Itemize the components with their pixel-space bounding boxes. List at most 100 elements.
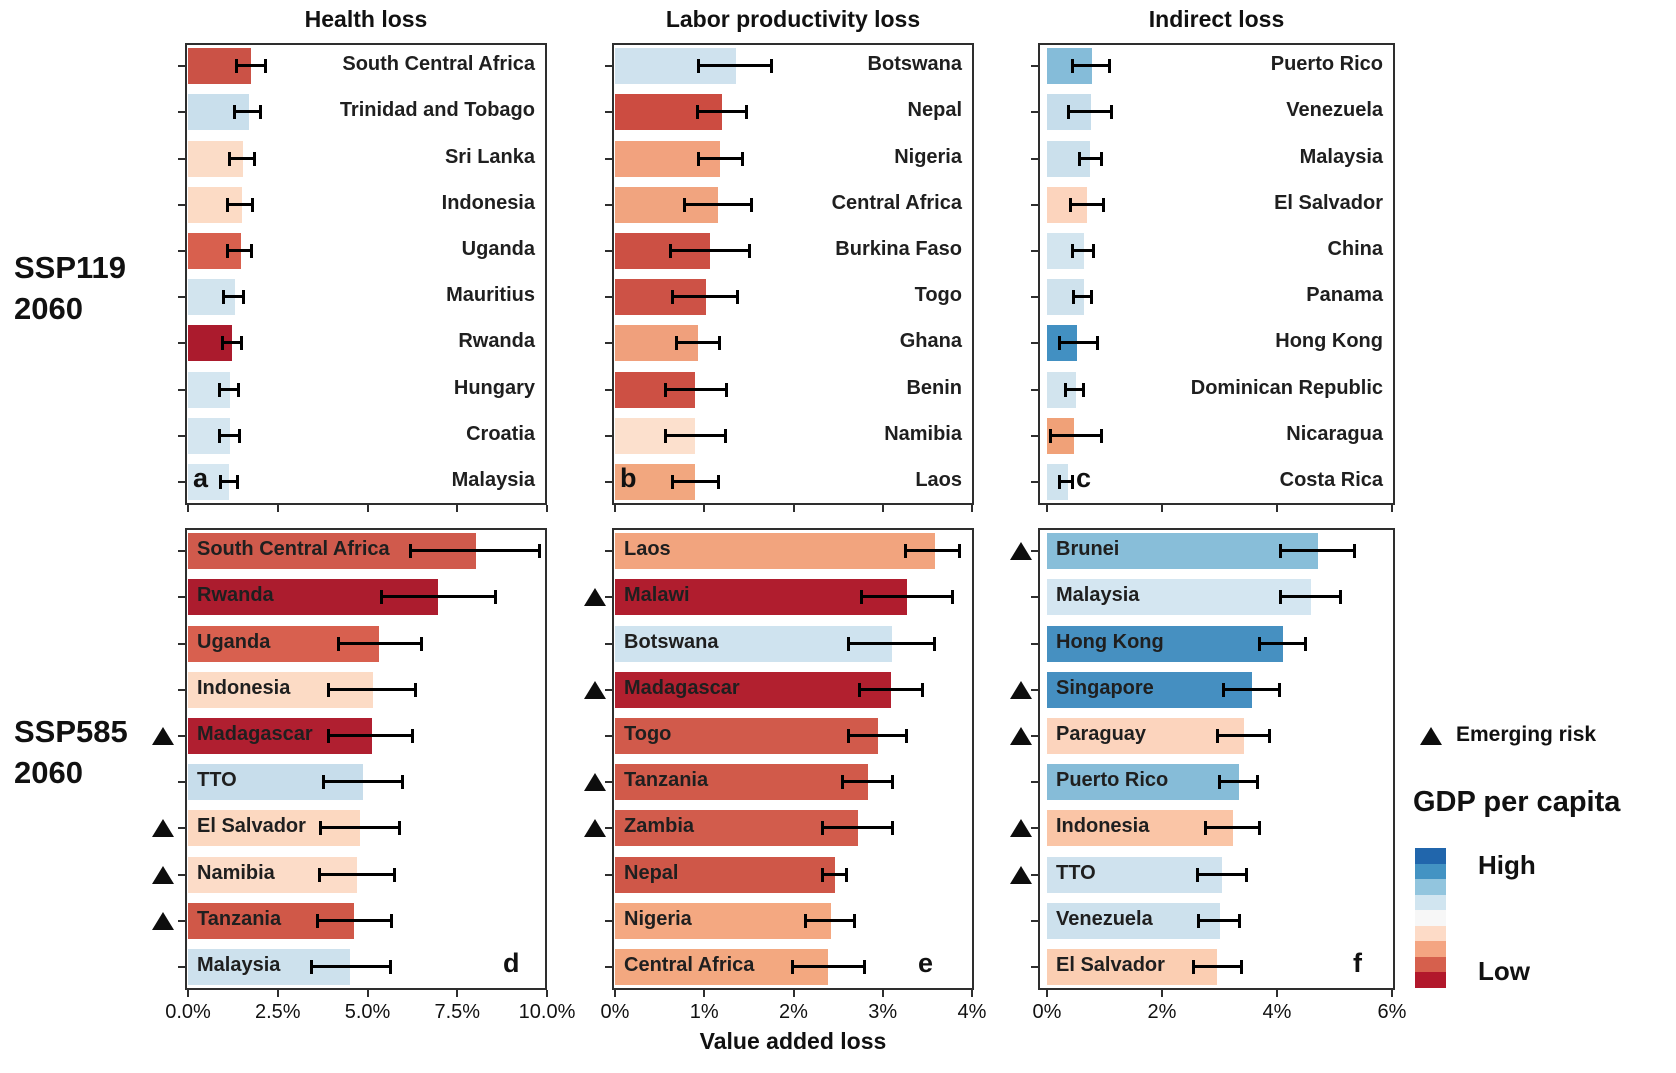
country-label-panama: Panama bbox=[1306, 284, 1383, 307]
error-bar-panama bbox=[1073, 295, 1093, 299]
column-title-indirect-loss: Indirect loss bbox=[1148, 6, 1285, 32]
error-bar-singapore bbox=[1222, 687, 1280, 691]
country-label-benin: Benin bbox=[906, 376, 962, 399]
country-label-namibia: Namibia bbox=[884, 422, 962, 445]
error-bar-madagascar bbox=[858, 687, 923, 691]
y-tick bbox=[1031, 550, 1038, 553]
y-tick bbox=[605, 550, 612, 553]
bar-paraguay bbox=[1047, 717, 1245, 754]
y-tick bbox=[178, 342, 185, 345]
error-cap-high-venezuela bbox=[1109, 105, 1113, 120]
country-label-indonesia: Indonesia bbox=[441, 191, 535, 214]
emerging-risk-marker-madagascar bbox=[152, 726, 174, 745]
error-bar-mauritius bbox=[223, 295, 244, 299]
error-cap-high-rwanda bbox=[494, 590, 498, 605]
column-title-labor-productivity-loss: Labor productivity loss bbox=[665, 6, 921, 32]
bar-botswana bbox=[615, 625, 892, 662]
x-tick-label: 1% bbox=[689, 1001, 719, 1023]
country-label-paraguay: Paraguay bbox=[1056, 722, 1147, 745]
gdp-gradient-bar bbox=[1415, 848, 1446, 988]
error-cap-high-croatia bbox=[238, 428, 242, 443]
x-tick bbox=[703, 990, 706, 997]
error-bar-el-salvador bbox=[1193, 964, 1242, 968]
error-bar-venezuela bbox=[1068, 110, 1112, 114]
y-tick bbox=[605, 596, 612, 599]
error-bar-tto bbox=[322, 780, 404, 784]
error-bar-botswana bbox=[847, 641, 936, 645]
error-cap-high-nicaragua bbox=[1099, 428, 1103, 443]
y-tick bbox=[178, 249, 185, 252]
bar-indonesia bbox=[1047, 810, 1233, 847]
country-label-burkina-faso: Burkina Faso bbox=[835, 237, 962, 260]
bar-tanzania bbox=[615, 764, 869, 801]
y-tick bbox=[178, 734, 185, 737]
bar-togo bbox=[615, 717, 879, 754]
emerging-risk-marker-malawi bbox=[584, 588, 606, 607]
y-tick bbox=[605, 965, 612, 968]
x-tick bbox=[1391, 505, 1393, 512]
gdp-legend-title: GDP per capita bbox=[1413, 786, 1621, 818]
row-label-ssp585-line2: 2060 bbox=[14, 754, 83, 790]
y-tick bbox=[605, 342, 612, 345]
error-cap-low-croatia bbox=[218, 428, 222, 443]
y-tick bbox=[1031, 965, 1038, 968]
y-tick bbox=[178, 688, 185, 691]
error-bar-ghana bbox=[675, 341, 721, 345]
gdp-gradient-band-1 bbox=[1415, 863, 1446, 879]
error-bar-tanzania bbox=[841, 780, 894, 784]
error-cap-high-hungary bbox=[237, 382, 241, 397]
y-tick bbox=[1031, 157, 1038, 160]
error-cap-low-malawi bbox=[860, 590, 864, 605]
error-cap-low-nigeria bbox=[697, 151, 700, 166]
error-cap-high-central-africa bbox=[749, 197, 753, 212]
country-label-south-central-africa: South Central Africa bbox=[342, 53, 535, 76]
row-label-ssp119-line1: SSP119 bbox=[14, 250, 127, 285]
y-tick bbox=[1031, 434, 1038, 437]
error-bar-china bbox=[1072, 248, 1094, 252]
error-cap-high-tto bbox=[1244, 867, 1248, 882]
error-bar-nigeria bbox=[805, 918, 856, 922]
error-cap-low-malaysia bbox=[218, 474, 222, 489]
y-tick bbox=[1031, 596, 1038, 599]
emerging-risk-marker-zambia bbox=[584, 819, 606, 838]
x-tick bbox=[703, 505, 706, 512]
error-cap-high-brunei bbox=[1352, 544, 1356, 559]
emerging-risk-marker-tanzania bbox=[152, 911, 174, 930]
error-bar-madagascar bbox=[328, 733, 414, 737]
y-tick bbox=[605, 827, 612, 830]
error-bar-costa-rica bbox=[1059, 479, 1074, 483]
y-tick bbox=[178, 157, 185, 160]
error-bar-central-africa bbox=[683, 202, 752, 206]
country-label-botswana: Botswana bbox=[624, 630, 719, 653]
error-cap-high-indonesia bbox=[1257, 821, 1261, 836]
error-cap-high-sri-lanka bbox=[253, 151, 257, 166]
error-cap-low-laos bbox=[671, 474, 675, 489]
x-tick-label: 2% bbox=[1147, 1001, 1177, 1023]
row-label-ssp585-line1: SSP585 bbox=[14, 714, 128, 749]
error-cap-high-zambia bbox=[891, 821, 895, 836]
x-tick bbox=[1046, 990, 1048, 997]
country-label-costa-rica: Costa Rica bbox=[1279, 468, 1383, 491]
error-cap-low-namibia bbox=[663, 428, 667, 443]
error-bar-togo bbox=[847, 733, 907, 737]
x-axis-title: Value added loss bbox=[699, 1028, 887, 1054]
error-cap-high-nepal bbox=[845, 867, 849, 882]
y-tick bbox=[605, 873, 612, 876]
x-tick bbox=[971, 505, 973, 512]
error-cap-low-el-salvador bbox=[1192, 959, 1196, 974]
country-label-malaysia: Malaysia bbox=[451, 468, 535, 491]
country-label-central-africa: Central Africa bbox=[831, 191, 962, 214]
x-tick bbox=[614, 505, 616, 512]
error-bar-burkina-faso bbox=[670, 248, 750, 252]
error-cap-low-china bbox=[1071, 243, 1075, 258]
gdp-gradient-band-7 bbox=[1415, 956, 1446, 972]
error-cap-low-puerto-rico bbox=[1217, 775, 1221, 790]
y-tick bbox=[605, 111, 612, 114]
x-tick bbox=[1046, 505, 1048, 512]
y-tick bbox=[1031, 296, 1038, 299]
error-bar-nepal bbox=[697, 110, 748, 114]
error-cap-low-nepal bbox=[696, 105, 700, 120]
x-tick bbox=[1276, 505, 1278, 512]
y-tick bbox=[1031, 65, 1038, 68]
error-cap-low-botswana bbox=[846, 636, 850, 651]
